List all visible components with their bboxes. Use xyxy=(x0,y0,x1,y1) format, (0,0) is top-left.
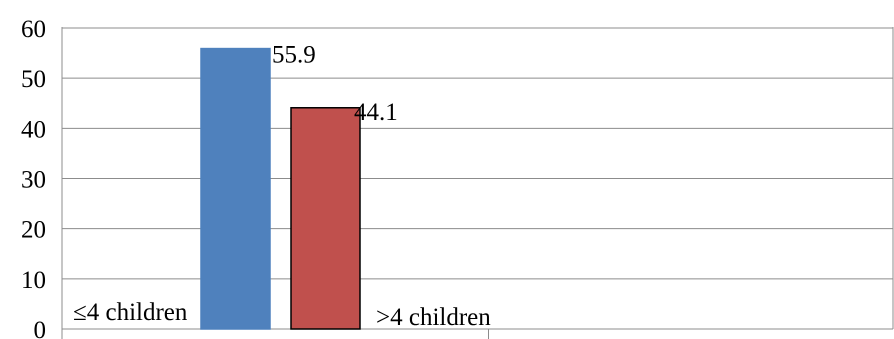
axes xyxy=(61,27,894,339)
y-tick-label: 60 xyxy=(21,16,46,43)
bar-2 xyxy=(290,107,361,330)
y-tick-label: 0 xyxy=(34,317,47,339)
y-tick-label: 40 xyxy=(21,116,46,143)
y-tick-label: 50 xyxy=(21,66,46,93)
data-label-2: 44.1 xyxy=(354,99,398,126)
category-label-1: ≤4 children xyxy=(73,299,188,326)
y-tick-labels: 0 10 20 30 40 50 60 xyxy=(21,16,46,339)
category-labels: ≤4 children >4 children xyxy=(73,299,491,331)
bar-1 xyxy=(200,47,271,330)
category-label-2: >4 children xyxy=(376,304,491,331)
data-label-1: 55.9 xyxy=(272,42,316,69)
y-tick-label: 10 xyxy=(21,267,46,294)
gridlines xyxy=(62,27,893,280)
data-labels: 55.9 44.1 xyxy=(272,42,398,126)
y-tick-label: 30 xyxy=(21,167,46,194)
y-tick-label: 20 xyxy=(21,217,46,244)
bars xyxy=(200,47,361,330)
